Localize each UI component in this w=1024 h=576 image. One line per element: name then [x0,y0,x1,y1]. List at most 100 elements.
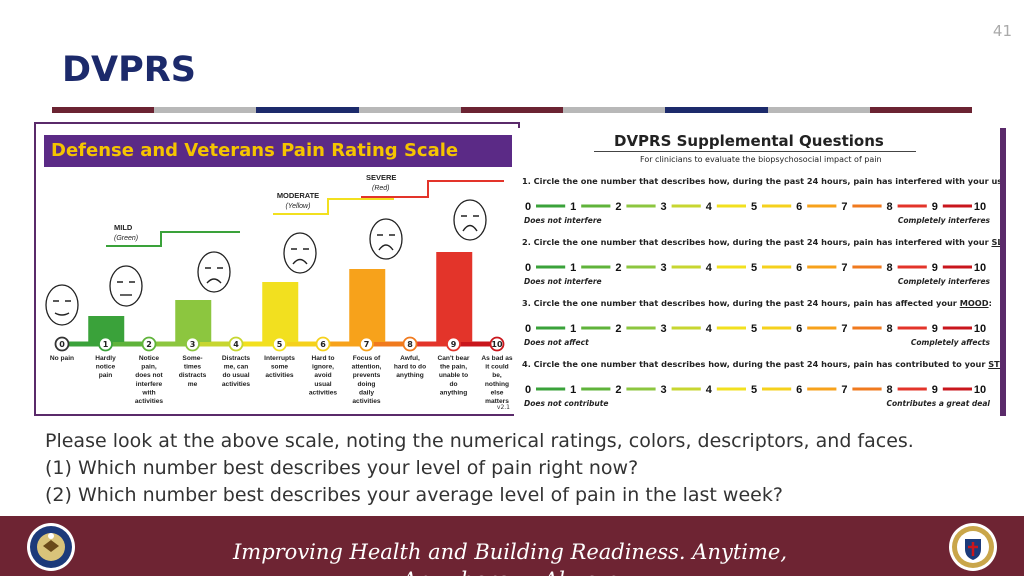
level-number-circle [272,336,287,352]
divider-segment [154,107,257,113]
level-descriptor: Hardly [95,355,116,362]
level-descriptor: daily [359,389,374,396]
rating-number: 4 [706,323,713,335]
pain-face-icon [283,232,317,274]
page-number: 41 [992,22,1012,40]
level-descriptor: me [188,381,198,388]
level-descriptor: pain [99,372,113,379]
level-number: 1 [103,340,109,349]
question-keyword: STRESS [988,359,1006,369]
rating-number: 7 [841,201,847,213]
rating-number: 4 [706,384,713,396]
scale-bar-segment [453,341,497,347]
rating-number-row: 0 1 2 3 4 5 6 7 8 9 10 [525,323,986,335]
scale-bar-segment [192,341,236,347]
question-keyword: MOOD [959,298,989,308]
page-title: DVPRS [62,50,196,90]
defense-health-agency-seal-icon [949,523,997,571]
supplemental-question: 3. Circle the one number that describes … [522,298,992,308]
rating-high-anchor: Completely affects [910,338,990,347]
intensity-bar [175,300,212,342]
rating-number: 3 [661,262,667,274]
rating-number: 5 [751,262,757,274]
supplemental-question: 1. Circle the one number that describes … [522,176,1006,186]
question-keyword: SLEEP [991,237,1003,247]
divider-segment [665,107,768,113]
level-number-circle [489,336,505,352]
level-descriptor: doing [358,381,376,388]
rating-number: 7 [841,323,847,335]
level-descriptor: unable to [439,372,468,379]
face-mouth [292,258,308,265]
level-descriptor: pain, [141,364,157,371]
scale-version: v2.1 [496,404,510,411]
rating-number: 8 [887,201,893,213]
instructions-line-1: Please look at the above scale, noting t… [45,430,914,452]
severe-bracket [361,180,504,198]
level-descriptor: avoid [314,372,331,379]
level-descriptor: ignore, [312,364,334,371]
rating-number: 4 [706,201,713,213]
level-descriptor: As bad as [481,355,512,362]
rating-high-anchor: Completely interferes [897,216,990,225]
question-2: (2) Which number best describes your ave… [45,484,783,506]
level-number: 0 [59,340,65,349]
rating-low-anchor: Does not contribute [524,399,609,408]
rating-number-row: 0 1 2 3 4 5 6 7 8 9 10 [525,384,986,396]
rating-number: 9 [932,201,938,213]
level-descriptor: me, can [224,364,249,371]
mild-color-label: (Green) [114,235,138,242]
rating-number: 1 [570,201,576,213]
rating-number: 9 [932,323,938,335]
rating-number: 5 [751,384,757,396]
scale-bar-segment [410,341,454,347]
level-number-circle [54,336,70,352]
level-number-circle [98,336,113,352]
divider-segment [767,107,870,113]
footer-bar: Improving Health and Building Readiness.… [0,516,1024,576]
pain-face-icon [109,265,143,307]
rating-low-anchor: Does not affect [524,338,589,347]
supplemental-question: 4. Circle the one number that describes … [522,359,1006,369]
rating-number: 3 [661,201,667,213]
level-descriptor: else [491,389,504,396]
intensity-bar [436,252,473,342]
rating-number: 9 [932,384,938,396]
level-descriptor: activities [135,398,164,405]
rating-number: 8 [887,262,893,274]
level-descriptor: anything [396,372,423,379]
intensity-bar [349,269,386,342]
level-descriptor: Distracts [222,355,251,362]
rating-number-row: 0 1 2 3 4 5 6 7 8 9 10 [525,262,986,274]
level-descriptor: activities [222,381,251,388]
level-descriptor: Can't bear [438,355,470,362]
face-mouth [206,278,222,284]
level-descriptor: anything [440,389,467,396]
level-descriptor: prevents [353,372,381,379]
rating-number: 8 [887,323,893,335]
level-descriptor: times [184,364,202,371]
level-descriptor: be, [492,372,502,379]
level-number: 7 [364,340,370,349]
level-number: 4 [233,340,239,349]
level-number: 8 [407,340,413,349]
supplemental-question: 2. Circle the one number that describes … [522,237,1003,247]
supplemental-title: DVPRS Supplemental Questions [614,132,884,150]
rating-number: 1 [570,262,576,274]
divider-segment [869,107,972,113]
rating-number: 5 [751,323,757,335]
level-descriptor: Awful, [400,355,420,362]
level-descriptor: it could [485,364,508,371]
level-number-circle [141,336,157,352]
rating-number: 2 [615,201,621,213]
level-descriptor: Notice [139,355,159,362]
severe-color-label: (Red) [372,185,390,192]
pain-rating-scale-panel: Defense and Veterans Pain Rating Scale 0… [34,122,520,416]
level-descriptor: No pain [50,355,74,362]
rating-number-row: 0 1 2 3 4 5 6 7 8 9 10 [525,201,986,213]
level-descriptor: interfere [136,381,163,388]
level-descriptor: distracts [179,372,207,379]
level-descriptor: some [271,364,289,371]
level-number: 5 [277,340,283,349]
rating-number: 2 [615,323,621,335]
